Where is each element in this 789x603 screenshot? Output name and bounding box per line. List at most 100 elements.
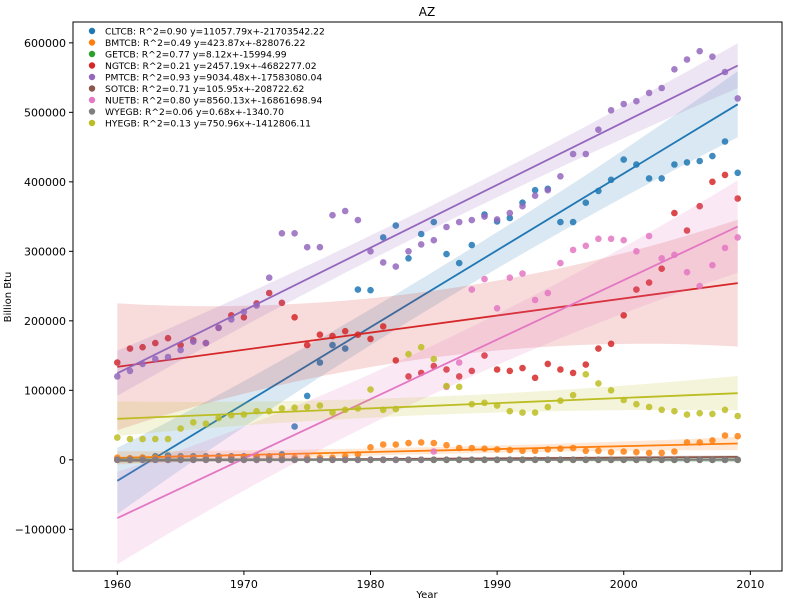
data-point-ngtcb (291, 314, 298, 321)
legend-marker-hyegb (88, 119, 96, 127)
data-point-cltcb (430, 218, 438, 226)
data-point-ngtcb (126, 345, 134, 352)
data-point-ngtcb (468, 367, 476, 375)
y-tick-label: −100000 (15, 523, 66, 536)
chart-title: AZ (419, 5, 435, 19)
data-point-ngtcb (303, 341, 311, 349)
data-point-cltcb (721, 138, 729, 145)
x-tick-label: 2010 (736, 578, 764, 591)
legend-marker-pmtcb (88, 73, 96, 81)
data-point-nuetb (506, 274, 514, 282)
data-point-hyegb (417, 343, 425, 351)
data-point-cltcb (341, 345, 349, 352)
data-point-bmtcb (392, 441, 400, 448)
data-point-cltcb (620, 156, 627, 163)
data-point-cltcb (709, 152, 716, 160)
data-point-cltcb (354, 286, 362, 293)
data-point-pmtcb (114, 373, 121, 380)
data-point-hyegb (177, 425, 184, 432)
data-point-cltcb (557, 218, 564, 226)
legend-entry-bmtcb: BMTCB: R^2=0.49 y=423.87x+-828076.22 (105, 38, 305, 49)
y-tick-label: 300000 (24, 245, 66, 258)
data-point-bmtcb (671, 448, 678, 455)
data-point-ngtcb (341, 327, 349, 335)
data-point-ngtcb (696, 202, 703, 210)
x-tick-label: 1990 (483, 578, 511, 591)
data-point-pmtcb (303, 243, 311, 251)
data-point-ngtcb (658, 265, 665, 273)
legend-entry-hyegb: HYEGB: R^2=0.13 y=750.96x+-1412806.11 (105, 118, 311, 129)
data-point-ngtcb (164, 334, 172, 342)
data-point-nuetb (633, 248, 640, 255)
data-point-nuetb (683, 268, 691, 276)
data-point-nuetb (595, 235, 602, 243)
data-point-nuetb (645, 232, 653, 240)
legend-entry-sotcb: SOTCB: R^2=0.71 y=105.95x+-208722.62 (105, 84, 304, 95)
data-point-ngtcb (620, 312, 627, 319)
data-point-cltcb (417, 230, 425, 238)
data-point-pmtcb (430, 236, 438, 244)
data-point-ngtcb (506, 367, 514, 375)
data-point-hyegb (291, 404, 298, 412)
data-point-nuetb (734, 234, 741, 241)
data-point-nuetb (620, 236, 627, 244)
data-point-ngtcb (683, 227, 691, 234)
y-tick-label: 200000 (24, 315, 66, 328)
data-point-cltcb (569, 218, 577, 226)
x-tick-label: 2000 (610, 578, 638, 591)
data-point-nuetb (531, 296, 539, 304)
data-point-nuetb (569, 246, 577, 254)
data-point-ngtcb (709, 178, 716, 186)
data-point-ngtcb (557, 366, 564, 373)
data-point-ngtcb (139, 343, 146, 351)
x-tick-label: 1960 (103, 578, 131, 591)
data-point-ngtcb (645, 279, 653, 286)
data-point-cltcb (367, 286, 374, 294)
data-point-hyegb (367, 386, 374, 393)
data-point-hyegb (228, 412, 235, 419)
data-point-nuetb (455, 359, 463, 366)
data-point-pmtcb (569, 150, 577, 158)
data-point-pmtcb (468, 216, 476, 224)
data-point-hyegb (152, 435, 159, 443)
data-point-pmtcb (164, 353, 172, 361)
data-point-hyegb (316, 402, 324, 409)
data-point-pmtcb (620, 100, 627, 108)
data-point-ngtcb (455, 373, 463, 380)
data-point-pmtcb (316, 243, 324, 251)
y-tick-label: 100000 (24, 384, 66, 397)
regression-line-bmtcb (117, 442, 738, 459)
legend-marker-nuetb (88, 96, 96, 104)
data-point-bmtcb (709, 437, 716, 444)
y-tick-label: 500000 (24, 106, 66, 119)
y-axis-label: Billion Btu (3, 272, 14, 323)
data-point-hyegb (405, 350, 412, 358)
data-point-pmtcb (519, 202, 526, 210)
data-point-pmtcb (544, 186, 552, 194)
data-point-bmtcb (607, 448, 615, 456)
data-point-cltcb (379, 234, 387, 241)
plot-area (114, 43, 741, 565)
legend-marker-ngtcb (88, 62, 96, 69)
regression-line-pmtcb (116, 64, 739, 375)
legend-marker-getcb (88, 50, 96, 58)
data-point-hyegb (303, 403, 311, 411)
legend-marker-wyegb (88, 108, 96, 115)
data-point-bmtcb (443, 441, 450, 449)
data-point-pmtcb (278, 230, 286, 237)
data-point-cltcb (329, 341, 336, 349)
legend: CLTCB: R^2=0.90 y=11057.79x+-21703542.22… (88, 26, 325, 129)
data-point-pmtcb (607, 107, 615, 114)
data-point-nuetb (658, 254, 665, 262)
data-point-cltcb (531, 186, 539, 194)
data-point-cltcb (405, 254, 412, 262)
data-point-bmtcb (721, 432, 729, 439)
data-point-ngtcb (721, 171, 729, 179)
data-point-pmtcb (595, 126, 602, 133)
data-point-hyegb (544, 403, 552, 411)
data-point-ngtcb (265, 289, 273, 297)
data-point-pmtcb (177, 346, 184, 354)
data-point-hyegb (455, 383, 463, 391)
